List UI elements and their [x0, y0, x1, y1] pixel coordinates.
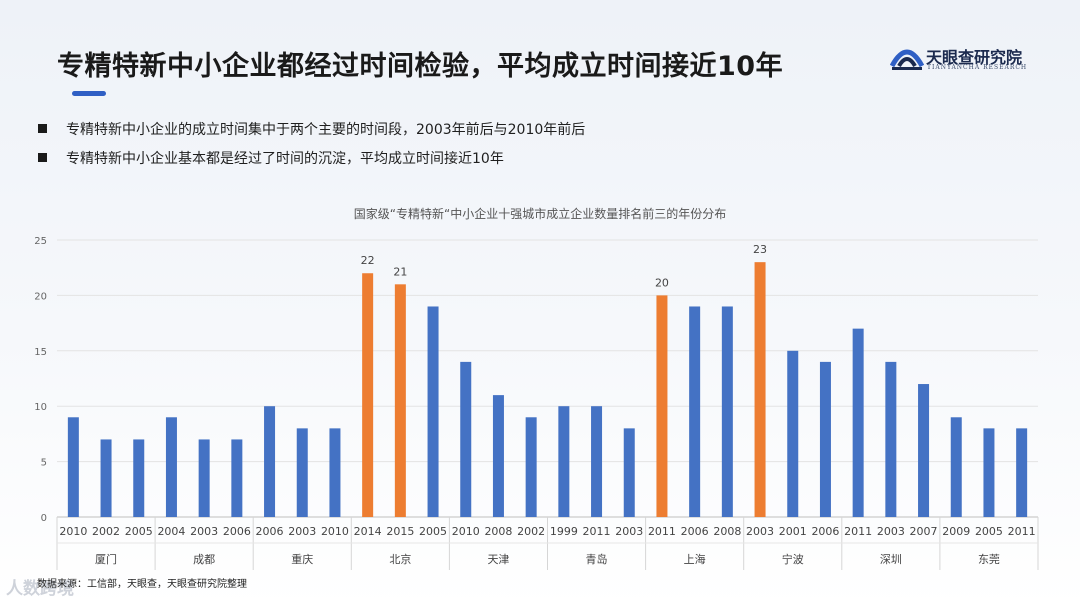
bar [329, 428, 341, 517]
square-bullet-icon [38, 124, 47, 133]
data-label: 23 [753, 243, 767, 256]
x-tick-label: 2010 [321, 525, 349, 538]
city-label: 宁波 [782, 552, 804, 566]
bar [231, 439, 243, 517]
x-tick-label: 2005 [125, 525, 153, 538]
y-tick-label: 0 [41, 513, 47, 524]
data-label: 22 [361, 254, 375, 267]
x-tick-label: 1999 [550, 525, 578, 538]
y-tick-label: 25 [34, 236, 47, 247]
bar [787, 350, 799, 517]
city-label: 重庆 [291, 552, 313, 566]
bar [983, 428, 995, 517]
y-tick-label: 20 [34, 291, 47, 302]
x-tick-label: 2002 [517, 525, 545, 538]
x-tick-label: 2006 [256, 525, 284, 538]
bar [165, 417, 177, 517]
x-tick-label: 2003 [190, 525, 218, 538]
square-bullet-icon [38, 153, 47, 162]
x-tick-label: 2011 [648, 525, 676, 538]
x-tick-label: 2003 [877, 525, 905, 538]
bar [918, 384, 930, 517]
x-tick-label: 2009 [942, 525, 970, 538]
logo-name: 天眼查研究院 [926, 48, 1023, 67]
bar [296, 428, 308, 517]
bar [67, 417, 79, 517]
bar [525, 417, 537, 517]
x-tick-label: 2011 [844, 525, 872, 538]
data-label: 21 [393, 265, 407, 278]
city-label: 天津 [487, 553, 509, 566]
city-label: 成都 [193, 553, 215, 566]
x-tick-label: 2011 [583, 525, 611, 538]
data-source-note: 数据来源：工信部，天眼查，天眼查研究院整理 [37, 579, 247, 590]
bar [656, 295, 668, 517]
chart-title: 国家级“专精特新“中小企业十强城市成立企业数量排名前三的年份分布 [354, 206, 726, 221]
bar [100, 439, 112, 517]
watermark: 人数跨境 [6, 579, 74, 599]
bar [721, 306, 733, 517]
bar [754, 262, 766, 517]
x-tick-label: 2003 [288, 525, 316, 538]
x-tick-label: 2004 [157, 525, 185, 538]
x-tick-label: 2008 [484, 525, 512, 538]
bar-chart: 国家级“专精特新“中小企业十强城市成立企业数量排名前三的年份分布 0 5 10 15 20… [34, 206, 1039, 570]
logo-subtitle: TIANYANCHA RESEARCH [927, 64, 1028, 71]
title-underline [72, 91, 106, 96]
city-label: 深圳 [880, 553, 902, 566]
bar [950, 417, 962, 517]
bar [591, 406, 603, 517]
y-tick-label: 15 [34, 347, 47, 358]
x-tick-label: 2006 [223, 525, 251, 538]
bar [427, 306, 439, 517]
bullet-item: 专精特新中小企业的成立时间集中于两个主要的时间段，2003年前后与2010年前后 [38, 114, 585, 143]
bar [362, 273, 374, 517]
bar [558, 406, 570, 517]
y-tick-label: 5 [41, 458, 47, 469]
city-label: 青岛 [586, 552, 608, 566]
bar [819, 361, 831, 517]
bar [623, 428, 635, 517]
x-tick-label: 2007 [910, 525, 938, 538]
x-tick-label: 2005 [419, 525, 447, 538]
x-tick-label: 2001 [779, 525, 807, 538]
bullet-text: 专精特新中小企业的成立时间集中于两个主要的时间段，2003年前后与2010年前后 [66, 121, 586, 138]
x-tick-label: 2006 [811, 525, 839, 538]
x-tick-label: 2010 [59, 525, 87, 538]
city-label: 上海 [684, 552, 706, 566]
data-label: 20 [655, 276, 669, 289]
x-tick-label: 2005 [975, 525, 1003, 538]
y-tick-label: 10 [34, 402, 47, 413]
city-label: 北京 [389, 552, 411, 566]
bar [885, 361, 897, 517]
x-tick-label: 2002 [92, 525, 120, 538]
city-label: 东莞 [978, 553, 1000, 566]
brand-logo: 天眼查研究院 TIANYANCHA RESEARCH [889, 42, 1040, 76]
bullet-item: 专精特新中小企业基本都是经过了时间的沉淀，平均成立时间接近10年 [38, 143, 585, 172]
x-tick-label: 2010 [452, 525, 480, 538]
city-label: 厦门 [95, 552, 117, 566]
bullet-list: 专精特新中小企业的成立时间集中于两个主要的时间段，2003年前后与2010年前后… [38, 114, 585, 172]
x-tick-label: 2015 [386, 525, 414, 538]
eye-logo-icon [889, 49, 925, 70]
bar [492, 395, 504, 517]
x-tick-label: 2003 [615, 525, 643, 538]
bar [394, 284, 406, 517]
bar [198, 439, 210, 517]
bullet-text: 专精特新中小企业基本都是经过了时间的沉淀，平均成立时间接近10年 [66, 150, 504, 167]
x-tick-label: 2006 [681, 525, 709, 538]
bar [264, 406, 276, 517]
bar [460, 361, 472, 517]
x-tick-label: 2014 [354, 525, 382, 538]
x-tick-label: 2011 [1008, 525, 1036, 538]
x-tick-label: 2003 [746, 525, 774, 538]
bar [689, 306, 701, 517]
bar [133, 439, 145, 517]
bar [852, 328, 864, 517]
page-title: 专精特新中小企业都经过时间检验，平均成立时间接近10年 [57, 51, 784, 82]
x-tick-label: 2008 [713, 525, 741, 538]
bar [1016, 428, 1028, 517]
